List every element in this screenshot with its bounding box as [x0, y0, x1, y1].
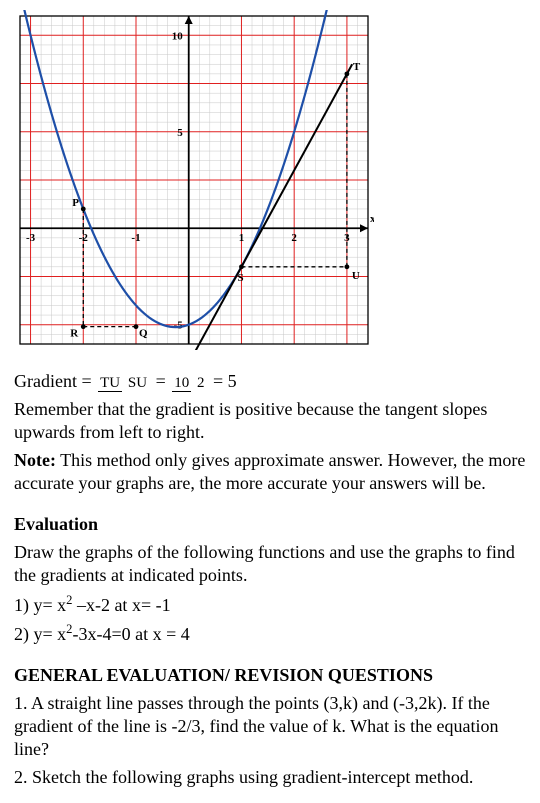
note-body: This method only gives approximate answe… [14, 450, 525, 493]
evaluation-title: Evaluation [14, 513, 526, 536]
frac-top: 10 [172, 375, 191, 392]
gradient-label: Gradient = [14, 371, 96, 391]
svg-text:S: S [237, 272, 243, 284]
result: = 5 [213, 371, 237, 391]
eval-q1: 1) y= x2 –x-2 at x= -1 [14, 592, 526, 617]
note-text: Note: This method only gives approximate… [14, 449, 526, 496]
frac-bot: 2 [195, 375, 207, 391]
gradient-line: Gradient = TU SU = 10 2 = 5 [14, 370, 526, 393]
svg-text:10: 10 [172, 30, 184, 42]
frac-bot: SU [126, 375, 149, 391]
svg-text:-3: -3 [26, 232, 36, 244]
evaluation-intro: Draw the graphs of the following functio… [14, 541, 526, 588]
svg-text:P: P [72, 197, 79, 209]
evaluation-section: Evaluation Draw the graphs of the follow… [14, 513, 526, 646]
svg-text:x: x [370, 213, 374, 225]
remember-text: Remember that the gradient is positive b… [14, 398, 526, 445]
fraction-10-2: 10 2 [172, 376, 206, 391]
general-section: GENERAL EVALUATION/ REVISION QUESTIONS 1… [14, 664, 526, 789]
general-title: GENERAL EVALUATION/ REVISION QUESTIONS [14, 664, 526, 687]
q2b: -3x-4=0 at x = 4 [72, 624, 189, 644]
fraction-tu-su: TU SU [98, 376, 149, 391]
eq-sign: = [156, 371, 171, 391]
note-label: Note: [14, 450, 56, 470]
svg-text:5: 5 [177, 127, 183, 139]
general-q1: 1. A straight line passes through the po… [14, 692, 526, 762]
q1a: 1) y= x [14, 595, 66, 615]
svg-text:R: R [70, 328, 79, 340]
svg-text:U: U [352, 270, 360, 282]
eval-q2: 2) y= x2-3x-4=0 at x = 4 [14, 621, 526, 646]
function-chart: -3-2-1123-5510xPQRSTU [14, 10, 526, 356]
q2a: 2) y= x [14, 624, 66, 644]
q1b: –x-2 at x= -1 [72, 595, 170, 615]
chart-svg: -3-2-1123-5510xPQRSTU [14, 10, 374, 350]
svg-text:1: 1 [239, 232, 245, 244]
svg-text:-1: -1 [131, 232, 140, 244]
frac-top: TU [98, 375, 122, 392]
general-q2: 2. Sketch the following graphs using gra… [14, 766, 526, 789]
svg-text:Q: Q [139, 328, 148, 340]
svg-text:2: 2 [291, 232, 297, 244]
svg-text:T: T [353, 61, 361, 73]
